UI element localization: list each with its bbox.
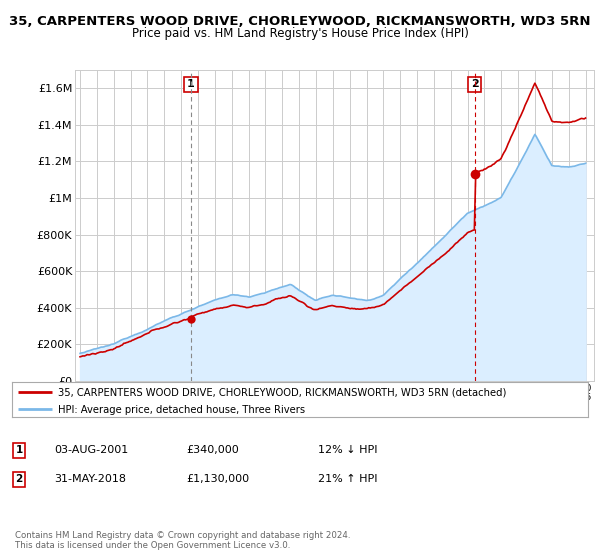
Text: 35, CARPENTERS WOOD DRIVE, CHORLEYWOOD, RICKMANSWORTH, WD3 5RN (detached): 35, CARPENTERS WOOD DRIVE, CHORLEYWOOD, … [58,388,506,398]
Text: 2: 2 [16,474,23,484]
Text: 12% ↓ HPI: 12% ↓ HPI [318,445,377,455]
Text: £340,000: £340,000 [186,445,239,455]
Text: 1: 1 [16,445,23,455]
Text: £1,130,000: £1,130,000 [186,474,249,484]
Text: 2: 2 [470,80,478,90]
Text: HPI: Average price, detached house, Three Rivers: HPI: Average price, detached house, Thre… [58,405,305,415]
Text: 03-AUG-2001: 03-AUG-2001 [54,445,128,455]
Text: 21% ↑ HPI: 21% ↑ HPI [318,474,377,484]
Text: 31-MAY-2018: 31-MAY-2018 [54,474,126,484]
Text: 1: 1 [187,80,195,90]
Text: Price paid vs. HM Land Registry's House Price Index (HPI): Price paid vs. HM Land Registry's House … [131,27,469,40]
Text: 35, CARPENTERS WOOD DRIVE, CHORLEYWOOD, RICKMANSWORTH, WD3 5RN: 35, CARPENTERS WOOD DRIVE, CHORLEYWOOD, … [9,15,591,28]
Text: Contains HM Land Registry data © Crown copyright and database right 2024.
This d: Contains HM Land Registry data © Crown c… [15,530,350,550]
